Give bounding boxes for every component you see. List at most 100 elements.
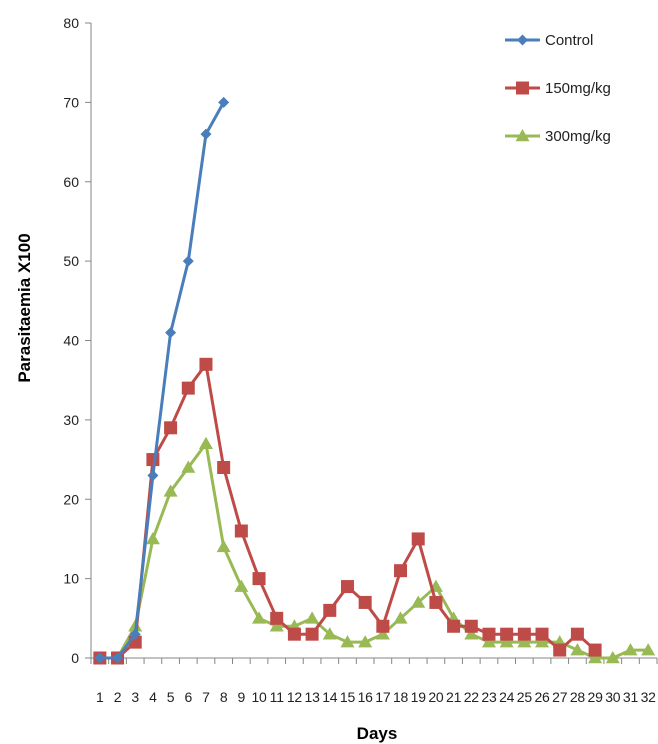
y-tick-label: 60 xyxy=(63,174,79,190)
x-tick-label: 25 xyxy=(517,689,533,705)
data-point-triangle xyxy=(623,643,638,656)
legend-label: Control xyxy=(545,32,593,49)
x-tick-label: 2 xyxy=(114,689,122,705)
x-tick-label: 31 xyxy=(623,689,639,705)
data-point-square xyxy=(517,627,531,641)
data-point-square xyxy=(500,627,514,641)
data-point-square xyxy=(340,580,354,594)
x-tick-label: 21 xyxy=(446,689,462,705)
data-point-diamond xyxy=(165,327,177,339)
data-point-square xyxy=(270,611,284,625)
series-line xyxy=(99,362,597,660)
data-point-triangle xyxy=(305,611,320,624)
x-tick-label: 20 xyxy=(428,689,444,705)
data-point-square xyxy=(305,627,319,641)
legend: Control 150mg/kg 300mg/kg xyxy=(505,32,611,145)
data-point-triangle xyxy=(464,627,479,640)
data-point-square xyxy=(252,572,266,586)
data-point-triangle xyxy=(340,635,355,648)
data-point-square xyxy=(482,627,496,641)
data-point-triangle xyxy=(411,595,426,608)
data-point-square xyxy=(570,627,584,641)
data-point-triangle xyxy=(393,611,408,624)
data-point-square xyxy=(217,461,231,474)
y-tick-label: 70 xyxy=(63,94,79,110)
x-tick-label: 24 xyxy=(499,689,515,705)
data-point-diamond xyxy=(182,255,194,267)
x-tick-label: 30 xyxy=(605,689,621,705)
data-point-square xyxy=(411,532,425,546)
data-point-triangle xyxy=(234,579,249,592)
data-point-diamond xyxy=(129,628,141,640)
data-point-square xyxy=(447,619,461,633)
x-tick-label: 27 xyxy=(552,689,568,705)
data-point-triangle xyxy=(375,627,390,640)
data-point-square xyxy=(376,619,390,633)
data-point-square xyxy=(181,381,195,395)
data-point-square xyxy=(516,81,529,95)
data-point-triangle xyxy=(605,651,620,664)
data-point-triangle xyxy=(163,484,178,497)
y-tick-label: 20 xyxy=(63,491,79,507)
data-point-square xyxy=(164,421,178,435)
y-tick-label: 80 xyxy=(63,15,79,31)
data-point-triangle xyxy=(322,627,337,640)
data-point-triangle xyxy=(252,611,267,624)
data-point-diamond xyxy=(200,128,212,140)
data-point-triangle xyxy=(517,635,532,648)
series-300mg-kg xyxy=(92,436,656,664)
data-point-diamond xyxy=(112,652,124,664)
x-tick-label: 1 xyxy=(96,689,104,705)
data-point-square xyxy=(535,627,549,641)
y-axis: 0 10 20 30 40 50 60 70 80 xyxy=(63,15,92,666)
data-point-square xyxy=(553,643,567,657)
series-150mg-kg xyxy=(93,357,602,665)
x-tick-label: 3 xyxy=(131,689,139,705)
data-point-square xyxy=(323,603,337,617)
data-point-triangle xyxy=(499,635,514,648)
data-point-triangle xyxy=(570,643,585,656)
data-point-diamond xyxy=(218,96,230,108)
x-tick-label: 16 xyxy=(358,689,374,705)
x-tick-label: 4 xyxy=(149,689,157,705)
data-point-triangle xyxy=(481,635,496,648)
data-point-triangle xyxy=(216,539,231,553)
data-point-square xyxy=(394,564,408,578)
x-tick-label: 26 xyxy=(534,689,550,705)
x-tick-label: 13 xyxy=(305,689,321,705)
x-tick-label: 11 xyxy=(270,689,285,705)
y-tick-label: 30 xyxy=(63,412,79,428)
legend-item: 150mg/kg xyxy=(505,80,611,97)
x-tick-label: 17 xyxy=(375,689,391,705)
y-tick-label: 0 xyxy=(71,650,79,666)
x-tick-label: 18 xyxy=(393,689,409,705)
y-tick-label: 50 xyxy=(63,253,79,269)
legend-item: Control xyxy=(505,32,593,49)
y-tick-label: 40 xyxy=(63,333,79,349)
x-tick-label: 9 xyxy=(238,689,246,705)
data-point-triangle xyxy=(535,635,550,648)
data-point-triangle xyxy=(515,129,530,142)
x-tick-label: 22 xyxy=(464,689,480,705)
x-tick-label: 5 xyxy=(167,689,175,705)
x-tick-label: 28 xyxy=(570,689,586,705)
x-tick-label: 14 xyxy=(322,689,338,705)
x-axis-title: Days xyxy=(357,724,398,743)
legend-item: 300mg/kg xyxy=(505,128,611,145)
data-point-triangle xyxy=(198,436,213,449)
data-point-square xyxy=(464,619,478,633)
data-point-square xyxy=(429,595,443,609)
data-point-diamond xyxy=(147,469,159,481)
x-tick-label: 32 xyxy=(641,689,657,705)
data-point-diamond xyxy=(94,652,106,664)
data-point-square xyxy=(234,524,248,538)
data-point-triangle xyxy=(358,635,373,648)
x-axis: 1 2 3 4 5 6 7 8 9 10 11 12 13 14 15 16 17 18 19 20 21 22 23 24 2… xyxy=(90,657,658,705)
data-point-square xyxy=(199,357,213,371)
x-tick-label: 10 xyxy=(251,689,267,705)
x-tick-label: 6 xyxy=(184,689,192,705)
data-point-square xyxy=(358,595,372,609)
series-line xyxy=(99,101,225,660)
legend-label: 300mg/kg xyxy=(545,128,611,145)
series-layer xyxy=(92,96,656,665)
